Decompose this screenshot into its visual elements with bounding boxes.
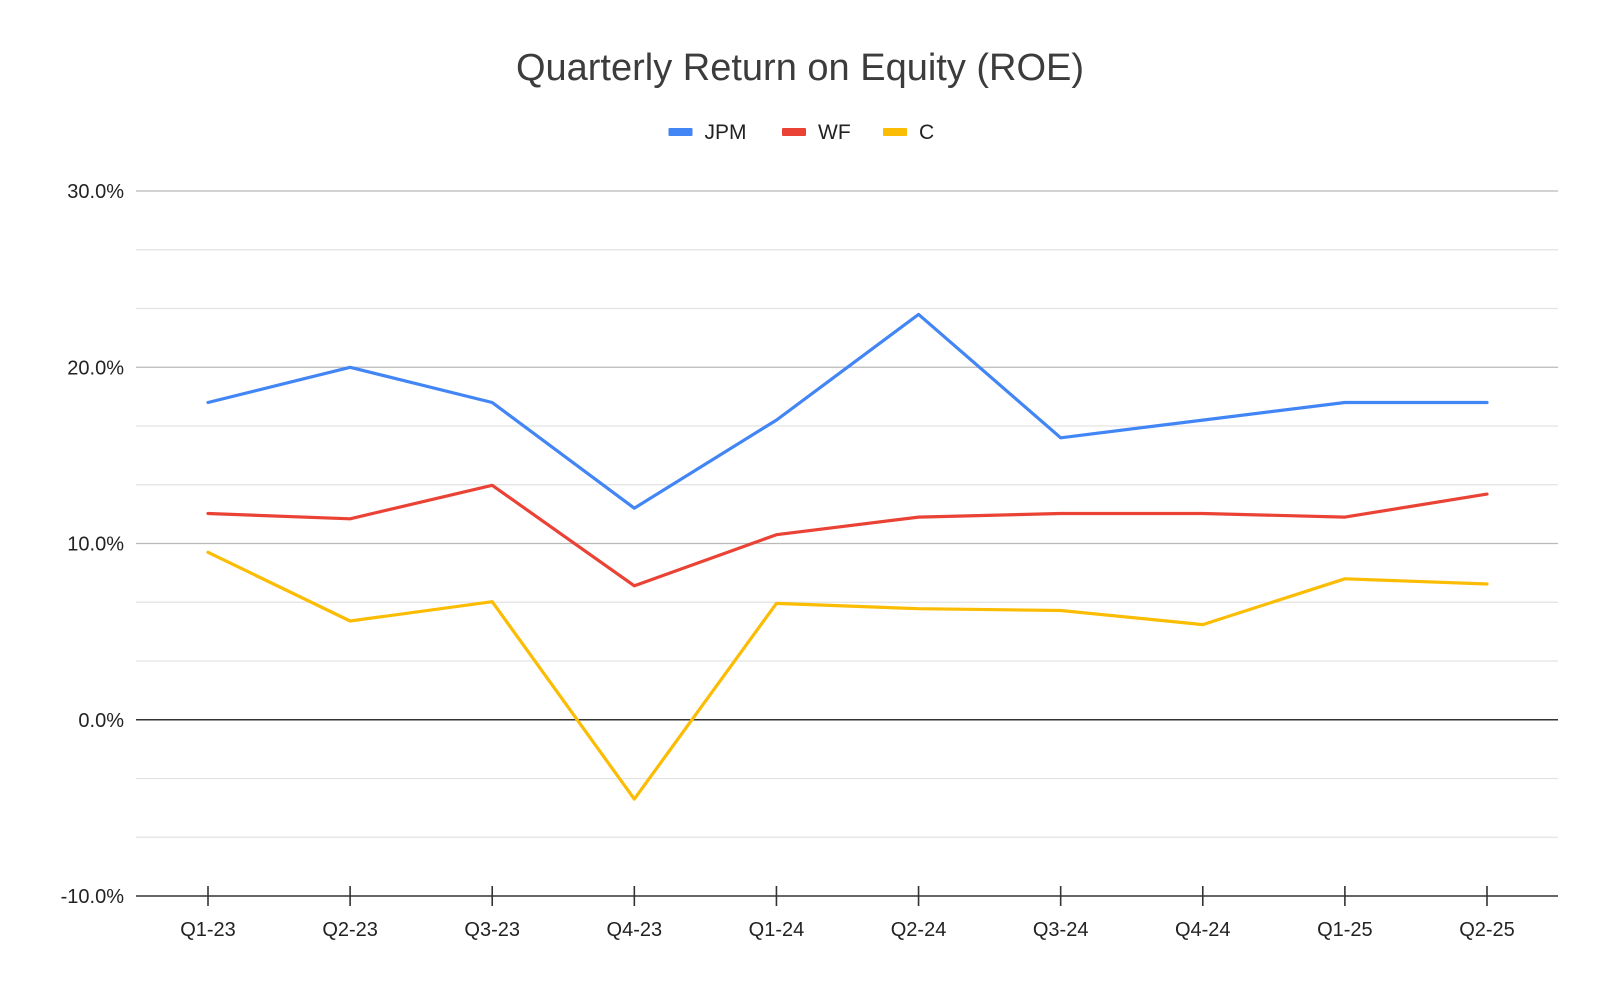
x-tick-label: Q4-24 [1175,919,1231,941]
legend-item-jpm: JPM [668,121,747,144]
x-tick-label: Q1-25 [1317,919,1373,941]
series-line-c [206,550,1489,801]
legend: JPM WF C [668,121,934,144]
x-tick-label: Q1-23 [180,919,236,941]
legend-label: C [919,121,934,144]
x-axis: Q1-23 Q2-23 Q3-23 Q4-23 Q1-24 Q2-24 Q3-24 Q4-24… [136,886,1558,941]
legend-swatch [668,128,693,136]
x-tick-label: Q4-23 [607,919,663,941]
x-tick-label: Q2-24 [891,919,947,941]
y-axis: -10.0% 0.0% 10.0% 20.0% 30.0% [61,181,125,908]
legend-label: JPM [705,121,747,144]
x-tick-label: Q2-25 [1459,919,1515,941]
x-tick-label: Q3-24 [1033,919,1089,941]
series-line-wf [206,483,1489,588]
series-line-jpm [206,312,1489,510]
legend-item-wf: WF [782,121,851,144]
y-tick-label: 0.0% [78,710,124,732]
legend-swatch [883,128,907,136]
y-tick-label: 30.0% [67,181,124,203]
y-tick-label: 10.0% [67,534,124,556]
legend-label: WF [818,121,851,144]
gridlines [136,190,1558,838]
y-tick-label: -10.0% [61,886,125,908]
x-tick-label: Q2-23 [322,919,378,941]
x-tick-label: Q1-24 [749,919,805,941]
x-tick-label: Q3-23 [464,919,520,941]
legend-item-c: C [883,121,934,144]
legend-swatch [782,128,806,136]
series-group [206,312,1489,801]
chart-title: Quarterly Return on Equity (ROE) [516,47,1084,89]
y-tick-label: 20.0% [67,357,124,379]
